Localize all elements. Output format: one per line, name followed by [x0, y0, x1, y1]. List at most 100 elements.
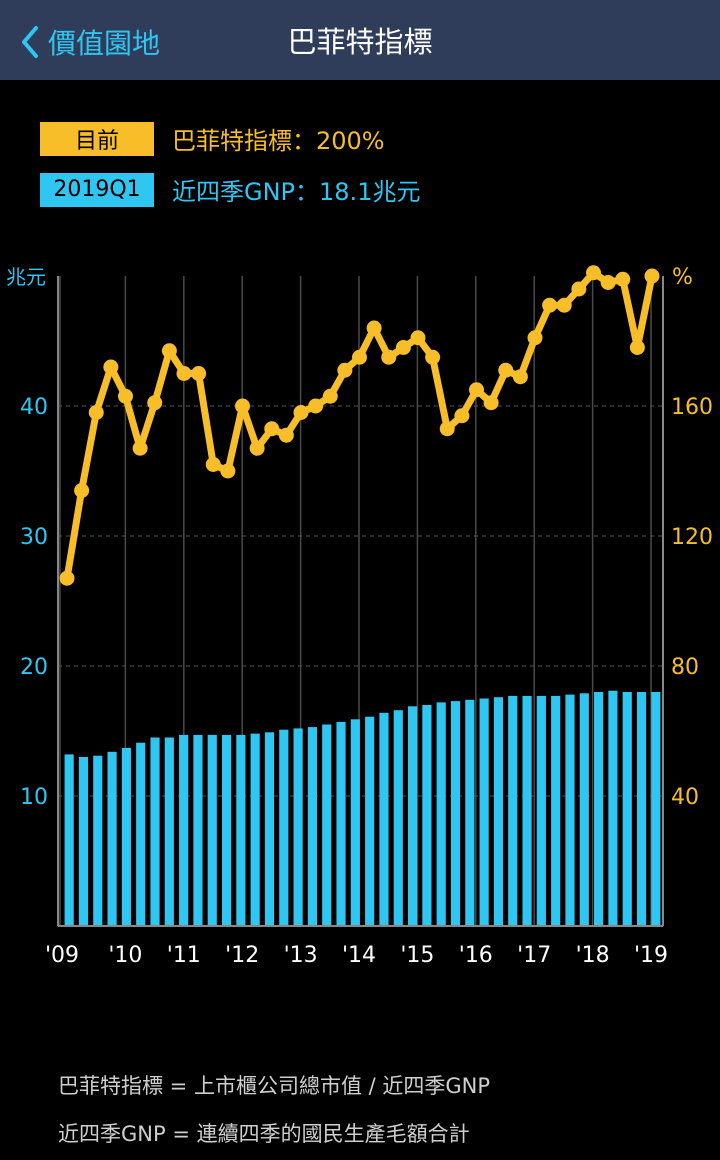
- indicator-point: [235, 398, 250, 414]
- gnp-bar: [350, 719, 360, 926]
- indicator-point: [498, 362, 514, 378]
- gnp-bar: [64, 754, 74, 926]
- gnp-bar: [436, 702, 446, 926]
- indicator-point: [381, 349, 397, 365]
- indicator-point: [337, 362, 353, 378]
- gnp-bar: [465, 699, 475, 926]
- x-tick-label: '17: [517, 943, 551, 968]
- indicator-point: [586, 265, 601, 281]
- indicator-point: [88, 405, 104, 420]
- indicator-point: [191, 366, 207, 381]
- gnp-bar: [179, 734, 189, 926]
- gnp-bar: [579, 693, 589, 926]
- gnp-bar: [551, 695, 561, 926]
- gnp-bar: [479, 698, 489, 926]
- indicator-point: [264, 421, 280, 437]
- current-indicator-text: 巴菲特指標：200%: [172, 127, 385, 155]
- gnp-bar: [207, 734, 217, 926]
- indicator-point: [366, 320, 382, 336]
- gnp-bar: [136, 742, 146, 926]
- indicator-point: [615, 271, 631, 287]
- indicator-point: [147, 395, 163, 411]
- gnp-bars: [64, 690, 661, 926]
- gnp-bar: [279, 729, 289, 926]
- gnp-bar: [293, 728, 303, 926]
- gnp-bar: [493, 697, 504, 926]
- indicator-point: [410, 330, 426, 346]
- gnp-bar: [408, 706, 418, 926]
- indicator-point: [469, 382, 484, 398]
- left-tick-label: 30: [20, 525, 48, 550]
- indicator-point: [249, 440, 265, 456]
- indicator-point: [571, 281, 587, 297]
- x-tick-label: '13: [284, 943, 318, 968]
- gnp-bar: [608, 690, 618, 926]
- gnp-bar: [221, 734, 232, 926]
- x-tick-label: '10: [108, 943, 142, 968]
- indicator-point: [132, 440, 148, 456]
- gnp-bar: [236, 734, 246, 926]
- right-tick-label: 120: [671, 525, 713, 550]
- right-tick-label: 40: [671, 785, 699, 810]
- indicator-point: [322, 388, 338, 404]
- indicator-point: [205, 457, 221, 472]
- legend-gnp: 2019Q1 近四季GNP：18.1兆元: [40, 172, 420, 207]
- x-tick-label: '19: [634, 943, 668, 968]
- indicator-point: [74, 483, 90, 498]
- footnote-gnp-definition: 近四季GNP = 連續四季的國民生產毛額合計: [58, 1122, 470, 1146]
- gnp-bar: [93, 755, 103, 926]
- gnp-badge: 2019Q1: [40, 172, 154, 207]
- indicator-point: [425, 349, 441, 365]
- right-tick-label: 160: [671, 395, 713, 420]
- legend-current: 目前 巴菲特指標：200%: [40, 121, 385, 156]
- gnp-bar: [393, 710, 403, 926]
- indicator-point: [352, 349, 367, 365]
- chevron-left-icon: [22, 26, 38, 58]
- gnp-bar: [322, 724, 332, 926]
- x-tick-label: '15: [400, 943, 434, 968]
- indicator-point: [176, 366, 192, 381]
- indicator-point: [454, 408, 470, 424]
- gnp-bar: [193, 734, 203, 926]
- indicator-point: [293, 405, 309, 420]
- back-label: 價值園地: [48, 27, 161, 60]
- gnp-bar: [422, 705, 432, 926]
- left-axis-unit: 兆元: [6, 265, 46, 289]
- right-axis-unit: %: [672, 265, 693, 290]
- indicator-point: [278, 427, 294, 443]
- gnp-bar: [636, 692, 647, 926]
- gnp-bar: [536, 695, 546, 926]
- gnp-bar: [307, 727, 317, 926]
- indicator-point: [629, 340, 645, 355]
- gnp-bar: [622, 692, 632, 926]
- indicator-point: [600, 275, 616, 290]
- gnp-bar: [164, 737, 174, 926]
- indicator-point: [220, 463, 236, 479]
- navbar: 價值園地 巴菲特指標: [0, 0, 720, 80]
- x-tick-label: '14: [342, 943, 376, 968]
- current-badge: 目前: [40, 121, 154, 156]
- gnp-bar: [150, 737, 160, 926]
- indicator-point: [483, 395, 499, 411]
- back-button[interactable]: 價值園地: [20, 22, 160, 62]
- page-title: 巴菲特指標: [287, 25, 433, 59]
- left-tick-label: 10: [20, 785, 48, 810]
- indicator-point: [556, 297, 572, 313]
- gnp-bar: [336, 721, 346, 926]
- indicator-point: [512, 369, 528, 385]
- indicator-line: [59, 265, 660, 586]
- buffett-chart: 兆元 % 10 20 30 40 40 80 120 160 '09 '10 '11 '12 '13 '14 '…: [6, 265, 713, 968]
- gnp-bar: [365, 716, 375, 926]
- gnp-bar: [508, 695, 518, 926]
- gnp-bar: [264, 732, 275, 926]
- indicator-point: [118, 388, 133, 404]
- indicator-point: [161, 343, 177, 359]
- gnp-bar: [651, 692, 661, 926]
- gnp-bar: [594, 692, 604, 926]
- x-tick-label: '18: [576, 943, 610, 968]
- gnp-text: 近四季GNP：18.1兆元: [172, 178, 421, 206]
- left-tick-label: 40: [20, 395, 48, 420]
- gnp-bar: [565, 694, 575, 926]
- x-tick-label: '09: [45, 943, 79, 968]
- gnp-bar: [450, 701, 461, 926]
